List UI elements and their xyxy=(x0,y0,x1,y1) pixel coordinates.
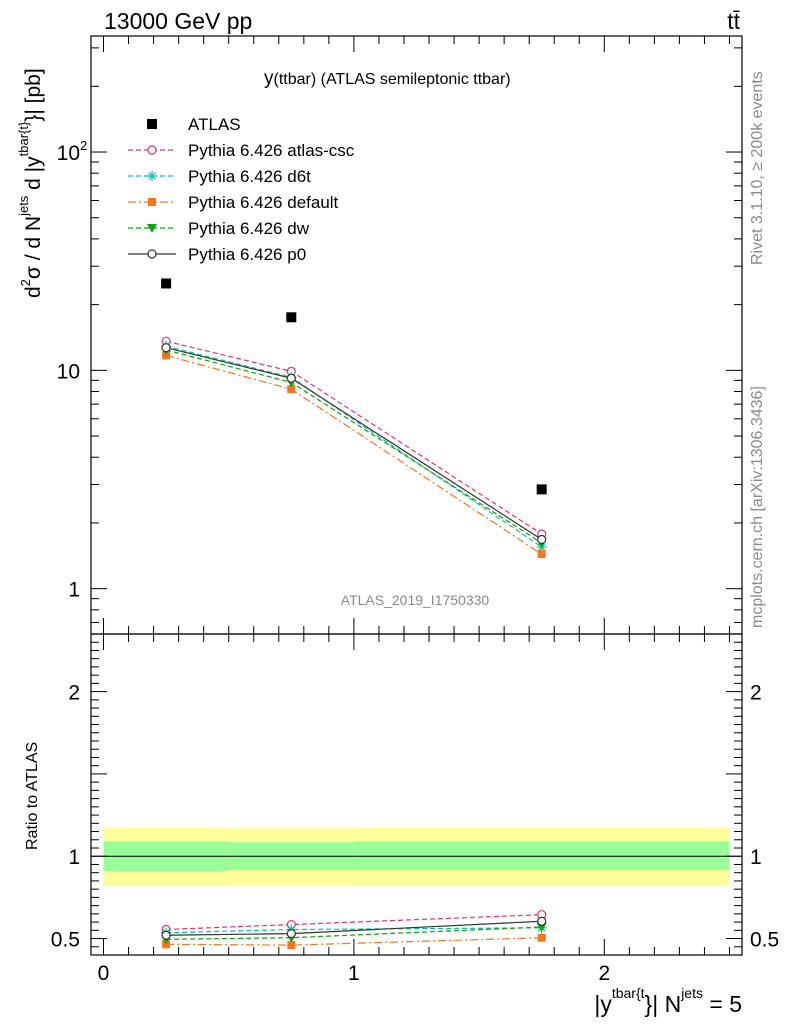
series-4-ratio-point xyxy=(536,923,547,933)
series-1-ratio-line xyxy=(166,914,542,931)
plot-title: y(ttbar) (ATLAS semileptonic ttbar) xyxy=(264,68,511,89)
series-5-ratio-point-shape xyxy=(161,930,171,940)
legend-marker xyxy=(148,198,156,206)
mcplots-credit: mcplots.cern.ch [arXiv:1306.3436] xyxy=(749,386,766,628)
legend-entry: Pythia 6.426 dw xyxy=(128,219,310,238)
series-3-point xyxy=(537,550,546,559)
series-5-ratio-point xyxy=(537,916,547,926)
series-1-line xyxy=(165,340,543,535)
legend-label: Pythia 6.426 atlas-csc xyxy=(188,141,355,160)
series-3-ratio-line xyxy=(166,937,542,946)
series-5-ratio-point xyxy=(286,928,296,939)
series-3-point xyxy=(287,385,296,394)
series-5-point xyxy=(537,534,547,545)
legend-entry: Pythia 6.426 p0 xyxy=(128,245,306,264)
ylabel-tail: }| [pb] xyxy=(22,68,45,121)
ratio-y-tick-label: 1 xyxy=(68,846,80,869)
x-tick-label: 1 xyxy=(348,962,360,985)
series-5-ratio-point-shape xyxy=(286,928,296,939)
plot-title-main: y xyxy=(264,68,274,89)
series-5-point-shape xyxy=(286,373,296,383)
ylabel-d-y: d |y xyxy=(22,156,45,196)
series-4-line xyxy=(165,349,543,544)
legend-label: Pythia 6.426 d6t xyxy=(188,167,311,186)
series-3-point-shape xyxy=(287,385,296,394)
series-2-line xyxy=(165,345,543,548)
atlas-data-point xyxy=(286,312,297,323)
xlabel-a: |y xyxy=(594,991,612,1017)
legend-label: Pythia 6.426 dw xyxy=(188,219,310,238)
legend-marker-atlas xyxy=(147,119,157,129)
series-3-ratio-point-shape xyxy=(537,933,546,942)
x-tick-label: 2 xyxy=(598,962,610,985)
series-4-ratio-line xyxy=(166,926,542,940)
legend-entry: Pythia 6.426 atlas-csc xyxy=(128,141,355,160)
series-3-ratio-point xyxy=(287,941,296,950)
series-5-line xyxy=(165,347,543,540)
atlas-data-point xyxy=(536,484,547,495)
ratio-y-tick-label: 0.5 xyxy=(51,929,80,952)
y-axis-label: d2σ / d Njets d |ytbar{t}}| [pb] xyxy=(16,68,45,298)
legend-marker-shape xyxy=(148,198,156,206)
series-2-ratio-line xyxy=(166,927,542,934)
ratio-y-label: Ratio to ATLAS xyxy=(24,742,41,850)
legend-marker-shape xyxy=(147,249,157,259)
legend-marker-shape xyxy=(147,145,157,155)
legend-label: ATLAS xyxy=(188,115,241,134)
series-5-point xyxy=(161,343,171,353)
series-3-point-shape xyxy=(537,550,546,559)
ratio-y-tick-label: 2 xyxy=(68,682,80,705)
analysis-watermark: ATLAS_2019_I1750330 xyxy=(341,592,490,608)
series-3-ratio-point-shape xyxy=(287,941,296,950)
header-process: tt̄ xyxy=(727,8,740,34)
legend-entry: Pythia 6.426 default xyxy=(128,193,339,212)
ratio-y-tick-label-right: 1 xyxy=(750,846,762,869)
series-3-point xyxy=(162,351,171,360)
legend-label: Pythia 6.426 default xyxy=(188,193,339,212)
legend-marker xyxy=(147,145,157,155)
legend-marker xyxy=(147,171,157,181)
legend-entry: ATLAS xyxy=(147,115,241,134)
xlabel-c: = 5 xyxy=(703,991,742,1017)
legend-marker xyxy=(147,249,157,259)
xlabel-b: }| N xyxy=(645,991,682,1017)
ratio-y-tick-label-right: 0.5 xyxy=(750,929,779,952)
plot-title-rest: (ttbar) (ATLAS semileptonic ttbar) xyxy=(274,71,511,88)
header-energy: 13000 GeV pp xyxy=(104,8,252,34)
y-tick-label: 10 xyxy=(57,360,80,383)
y-tick-label-exponent: 2 xyxy=(80,138,87,153)
series-3-line xyxy=(165,354,543,555)
ratio-y-tick-label-right: 2 xyxy=(750,682,762,705)
ylabel-jets: jets xyxy=(16,195,31,217)
ylabel-sigma: σ / d N xyxy=(22,216,45,279)
xlabel-sup1: tbar{t xyxy=(612,985,645,1001)
ylabel-d: d xyxy=(22,286,45,298)
ratio-panel-frame xyxy=(90,633,743,956)
series-4-ratio-point-shape xyxy=(536,923,547,933)
legend-marker xyxy=(147,224,157,233)
series-3-ratio-point xyxy=(537,933,546,942)
xlabel-sup2: jets xyxy=(680,985,703,1001)
y-tick-label: 10 xyxy=(57,142,80,165)
x-axis-label: |ytbar{t}| Njets = 5 xyxy=(594,985,742,1017)
legend-marker-shape xyxy=(147,224,157,233)
y-tick-label: 1 xyxy=(68,579,80,602)
legend-label: Pythia 6.426 p0 xyxy=(188,245,306,264)
series-5-ratio-point xyxy=(161,930,171,940)
atlas-data-point xyxy=(161,278,172,289)
rivet-version: Rivet 3.1.10, ≥ 200k events xyxy=(749,71,766,265)
series-5-ratio-line xyxy=(166,920,542,936)
x-tick-label: 0 xyxy=(98,962,110,985)
series-5-ratio-point-shape xyxy=(537,916,547,926)
ylabel-tbar: tbar{t} xyxy=(16,121,31,156)
series-5-point-shape xyxy=(161,343,171,353)
series-3-point-shape xyxy=(162,351,171,360)
legend-marker-shape xyxy=(147,171,157,181)
series-5-point-shape xyxy=(537,534,547,545)
legend-entry: Pythia 6.426 d6t xyxy=(128,167,311,186)
series-5-point xyxy=(286,373,296,383)
ylabel-sup2: 2 xyxy=(18,279,33,286)
